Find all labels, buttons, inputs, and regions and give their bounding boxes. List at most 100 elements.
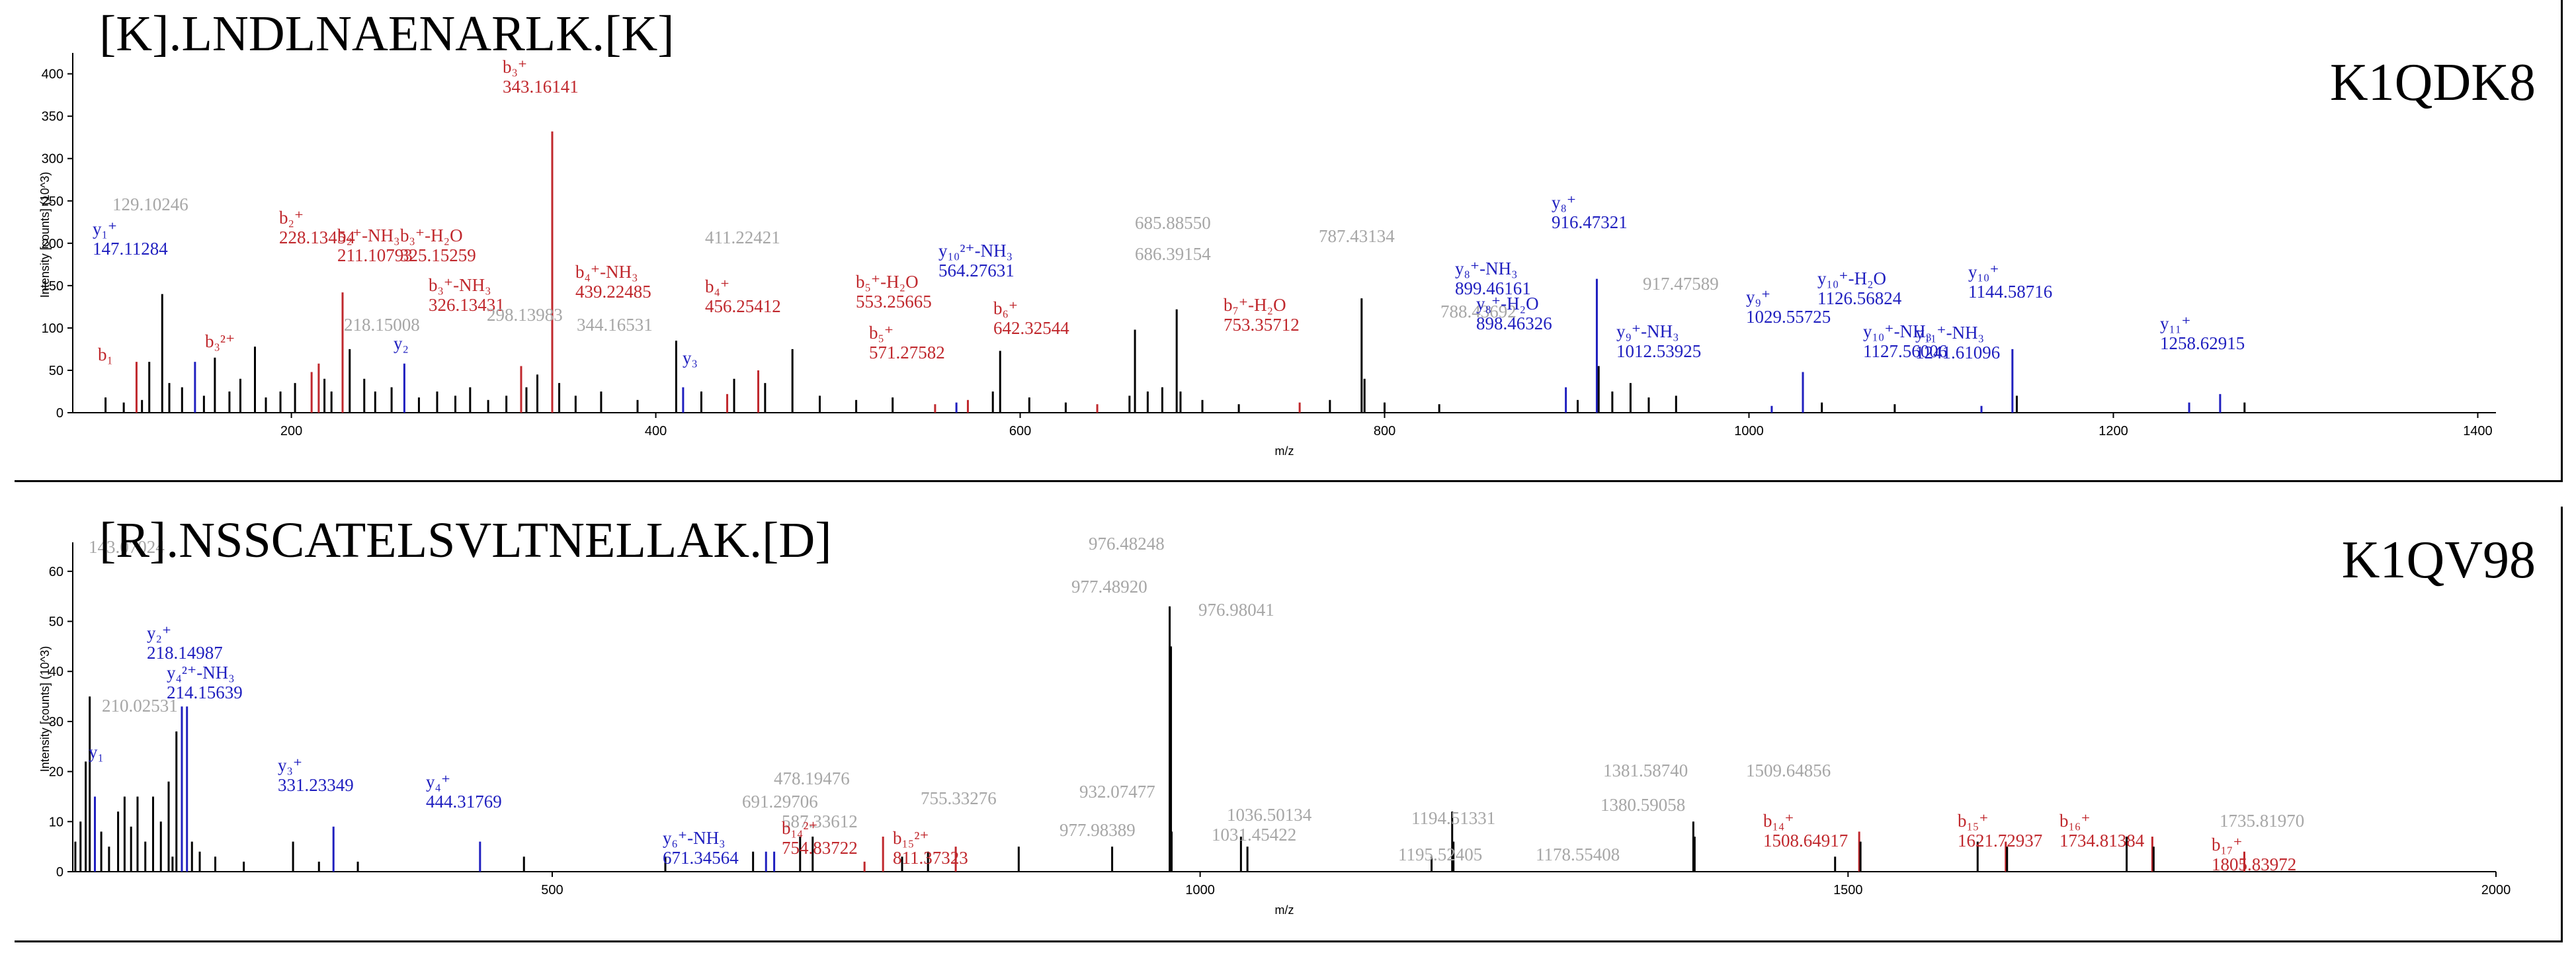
- ion-mz-value: 210.02531: [102, 696, 178, 716]
- y-tick-label: 10: [49, 815, 63, 829]
- peak-annotation: b₁₅²⁺811.37323: [893, 828, 968, 868]
- ion-mz-value: 1734.81384: [2059, 831, 2145, 851]
- ion-mz-value: 143.07024: [89, 537, 165, 557]
- ion-label: y₄²⁺-NH₃: [167, 663, 235, 683]
- ion-mz-value: 571.27582: [869, 343, 945, 362]
- ion-mz-value: 1012.53925: [1616, 341, 1701, 361]
- y-axis-label: Intensity [counts] (10^3): [38, 646, 52, 772]
- peak-annotation: 298.13983: [487, 305, 563, 325]
- peak-annotation: b₁₆⁺1734.81384: [2059, 811, 2145, 851]
- peak-annotation: 1380.59058: [1600, 795, 1685, 815]
- y-tick-label: 0: [56, 406, 63, 421]
- ion-mz-value: 1380.59058: [1600, 795, 1685, 815]
- ion-mz-value: 1144.58716: [1968, 282, 2052, 302]
- ion-mz-value: 1195.52405: [1398, 845, 1482, 864]
- ion-mz-value: 129.10246: [112, 194, 188, 214]
- ion-mz-value: 932.07477: [1079, 782, 1155, 802]
- peak-annotation: 1036.50134: [1227, 805, 1312, 825]
- spectrum-panel-k1qv98: 500 1000 1500 2000 0 10 20 30 40 50 60 m/z Intensity…: [15, 507, 2563, 942]
- ion-label: y₉⁺: [1746, 287, 1770, 307]
- ion-mz-value: 1036.50134: [1227, 805, 1312, 825]
- y-tick-label: 100: [42, 321, 63, 336]
- ion-label: y₃: [683, 348, 698, 368]
- x-axis-label: m/z: [1275, 444, 1294, 458]
- ion-label: b₃⁺-H₂O: [400, 226, 463, 245]
- ion-label: y₁₀⁺-H₂O: [1817, 269, 1886, 288]
- ion-label: y₉⁺-NH₃: [1616, 321, 1679, 341]
- ion-label: b₄⁺-NH₃: [575, 262, 638, 282]
- ion-mz-value: 1735.81970: [2220, 811, 2304, 831]
- ion-label: b₅⁺: [869, 323, 893, 343]
- ion-mz-value: 1127.56006: [1863, 341, 1947, 361]
- y-tick-label: 50: [49, 364, 63, 378]
- peak-annotation: 755.33276: [921, 788, 997, 808]
- peak-annotation: 478.19476: [774, 768, 850, 788]
- ion-label: b₁: [98, 345, 113, 364]
- ion-mz-value: 331.23349: [278, 775, 354, 795]
- ion-mz-value: 218.14987: [147, 643, 223, 663]
- ion-mz-value: 1029.55725: [1746, 307, 1831, 327]
- ion-label: b₁₄⁺: [1763, 811, 1794, 831]
- ion-label: y₈⁺: [1552, 192, 1576, 212]
- ion-mz-value: 411.22421: [705, 228, 780, 247]
- x-tick-label: 500: [541, 883, 563, 897]
- peak-annotation: 587.33612: [782, 811, 858, 831]
- peak-annotation: y₁: [89, 742, 104, 762]
- y-tick-label: 50: [49, 615, 63, 630]
- ion-mz-value: 1126.56824: [1817, 288, 1902, 308]
- ion-label: b₇⁺-H₂O: [1224, 295, 1286, 315]
- peak-annotation: b₁₄⁺1508.64917: [1763, 811, 1848, 851]
- ion-label: y₃⁺: [278, 755, 302, 775]
- peak-annotation: y₉⁺1029.55725: [1746, 287, 1831, 327]
- ion-mz-value: 1508.64917: [1763, 831, 1848, 851]
- peak-annotation: 685.88550: [1135, 213, 1211, 233]
- ion-mz-value: 587.33612: [782, 811, 858, 831]
- x-tick-label: 1200: [2098, 424, 2128, 438]
- peak-annotation: b₁₅⁺1621.72937: [1958, 811, 2042, 851]
- peak-annotation: y₂⁺218.14987: [147, 623, 223, 663]
- ion-mz-value: 326.13431: [429, 295, 505, 315]
- peptide-sequence-title: [K].LNDLNAENARLK.[K]: [99, 6, 675, 62]
- peak-annotation: b₃⁺343.16141: [503, 57, 579, 97]
- peak-annotation: y₈⁺916.47321: [1552, 192, 1628, 232]
- ion-label: y₈⁺-H₂O: [1476, 294, 1539, 313]
- peak-annotation: b₄⁺456.25412: [705, 276, 781, 316]
- ion-mz-value: 1381.58740: [1603, 761, 1688, 780]
- ion-label: b₅⁺-H₂O: [856, 272, 919, 292]
- ion-label: b₃⁺: [503, 57, 527, 77]
- ion-mz-value: 478.19476: [774, 768, 850, 788]
- peak-annotation: b₂⁺228.13454: [279, 208, 355, 247]
- ion-label: b₂⁺: [279, 208, 304, 228]
- ion-mz-value: 1258.62915: [2160, 333, 2245, 353]
- peak-annotation: 143.07024: [89, 537, 165, 557]
- ion-mz-value: 685.88550: [1135, 213, 1211, 233]
- ion-label: b₃²⁺: [205, 331, 235, 351]
- ion-mz-value: 1194.51331: [1411, 808, 1495, 828]
- ion-mz-value: 754.83722: [782, 838, 858, 858]
- ion-label: y₁₁⁺-NH₃: [1915, 323, 1984, 343]
- ion-label: y₈⁺-NH₃: [1455, 259, 1518, 278]
- peak-annotation: b₁₇⁺1805.83972: [2212, 835, 2296, 874]
- peak-annotation: 917.47589: [1643, 274, 1719, 294]
- peak-annotation: b₆⁺642.32544: [993, 298, 1069, 338]
- protein-accession-label: K1QDK8: [2329, 54, 2536, 112]
- peak-annotation: 1735.81970: [2220, 811, 2304, 831]
- peak-annotation: 411.22421: [705, 228, 780, 247]
- peak-annotation: 129.10246: [112, 194, 188, 214]
- peak-annotation: b₅⁺571.27582: [869, 323, 945, 362]
- ion-label: b₁₅²⁺: [893, 828, 929, 848]
- ion-mz-value: 898.46326: [1476, 313, 1552, 333]
- peak-annotation: 210.02531: [102, 696, 178, 716]
- y-tick-label: 0: [56, 865, 63, 880]
- x-tick-label: 1500: [1833, 883, 1863, 897]
- peak-annotation: y₁₁⁺1258.62915: [2160, 313, 2245, 353]
- peak-annotation: 344.16531: [577, 315, 653, 335]
- ion-label: y₁⁺: [93, 219, 117, 239]
- ion-label: y₂⁺: [147, 623, 171, 643]
- peak-annotation: 1381.58740: [1603, 761, 1688, 780]
